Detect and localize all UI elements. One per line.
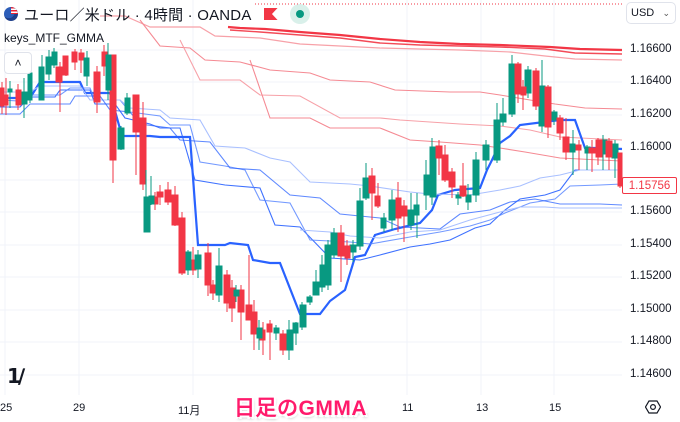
price-tick: 1.15000 bbox=[630, 303, 672, 315]
time-tick: 11月 bbox=[178, 405, 201, 417]
price-tick: 1.16600 bbox=[630, 43, 672, 55]
price-tick: 1.16200 bbox=[630, 108, 672, 120]
price-tick: 1.14600 bbox=[630, 368, 672, 380]
red-flag-marker-icon[interactable] bbox=[263, 8, 278, 20]
last-price-badge: 1.15756 bbox=[622, 177, 677, 194]
price-tick: 1.15600 bbox=[630, 205, 672, 217]
time-tick: 25 bbox=[0, 402, 13, 414]
time-tick: 11 bbox=[402, 402, 414, 414]
price-tick: 1.15200 bbox=[630, 270, 672, 282]
time-tick: 13 bbox=[476, 402, 489, 414]
tradingview-logo-icon[interactable]: 1∕ bbox=[7, 364, 25, 388]
indicator-name[interactable]: keys_MTF_GMMA bbox=[4, 31, 105, 45]
eu-us-flag-icon bbox=[4, 7, 18, 21]
price-tick: 1.15400 bbox=[630, 238, 672, 250]
candlesticks bbox=[0, 43, 623, 360]
time-tick: 15 bbox=[549, 402, 562, 414]
chevron-up-icon: ˄ bbox=[14, 56, 22, 70]
price-tick: 1.14800 bbox=[630, 335, 672, 347]
price-tick: 1.16400 bbox=[630, 75, 672, 87]
gear-icon[interactable] bbox=[645, 399, 661, 415]
price-tick: 1.16000 bbox=[630, 141, 672, 153]
chart-header: ユーロ／米ドル · 4時間 · OANDA bbox=[4, 4, 310, 24]
currency-select[interactable]: USD ⌄ bbox=[626, 2, 676, 24]
gmma-long-group bbox=[100, 15, 623, 162]
currency-value: USD bbox=[631, 7, 655, 19]
gmma-short-group bbox=[0, 80, 623, 316]
overlay-caption: 日足のGMMA bbox=[234, 397, 367, 420]
time-tick: 29 bbox=[73, 402, 86, 414]
collapse-indicators-button[interactable]: ˄ bbox=[4, 52, 32, 74]
market-open-dot-icon[interactable] bbox=[289, 4, 310, 24]
chevron-down-icon: ⌄ bbox=[662, 7, 670, 18]
symbol-title[interactable]: ユーロ／米ドル · 4時間 · OANDA bbox=[24, 6, 252, 24]
